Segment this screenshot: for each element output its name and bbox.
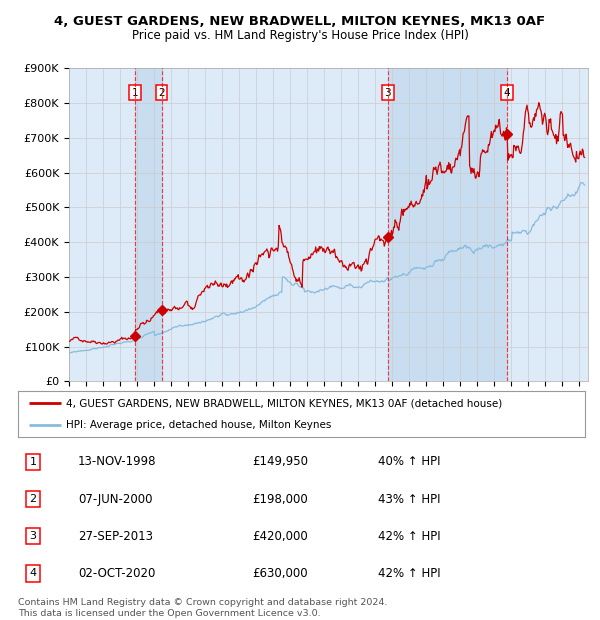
Text: £630,000: £630,000 [252,567,308,580]
Text: 2: 2 [158,87,165,97]
Text: 13-NOV-1998: 13-NOV-1998 [78,456,157,468]
Bar [135,68,161,381]
Text: 07-JUN-2000: 07-JUN-2000 [78,493,152,505]
Text: Price paid vs. HM Land Registry's House Price Index (HPI): Price paid vs. HM Land Registry's House … [131,30,469,42]
Text: 43% ↑ HPI: 43% ↑ HPI [378,493,440,505]
Text: £198,000: £198,000 [252,493,308,505]
Text: 3: 3 [29,531,37,541]
Text: 4: 4 [504,87,511,97]
Text: This data is licensed under the Open Government Licence v3.0.: This data is licensed under the Open Gov… [18,609,320,618]
Text: 4, GUEST GARDENS, NEW BRADWELL, MILTON KEYNES, MK13 0AF: 4, GUEST GARDENS, NEW BRADWELL, MILTON K… [55,16,545,28]
Text: £420,000: £420,000 [252,530,308,542]
Text: 4: 4 [29,569,37,578]
Text: HPI: Average price, detached house, Milton Keynes: HPI: Average price, detached house, Milt… [66,420,332,430]
Text: 42% ↑ HPI: 42% ↑ HPI [378,567,440,580]
Text: 27-SEP-2013: 27-SEP-2013 [78,530,153,542]
Text: 3: 3 [385,87,391,97]
Text: 02-OCT-2020: 02-OCT-2020 [78,567,155,580]
Text: 2: 2 [29,494,37,504]
Text: 42% ↑ HPI: 42% ↑ HPI [378,530,440,542]
Text: Contains HM Land Registry data © Crown copyright and database right 2024.: Contains HM Land Registry data © Crown c… [18,598,388,607]
Text: 40% ↑ HPI: 40% ↑ HPI [378,456,440,468]
Bar [388,68,507,381]
Text: 1: 1 [29,457,37,467]
Text: 4, GUEST GARDENS, NEW BRADWELL, MILTON KEYNES, MK13 0AF (detached house): 4, GUEST GARDENS, NEW BRADWELL, MILTON K… [66,398,502,408]
Text: £149,950: £149,950 [252,456,308,468]
Text: 1: 1 [131,87,138,97]
